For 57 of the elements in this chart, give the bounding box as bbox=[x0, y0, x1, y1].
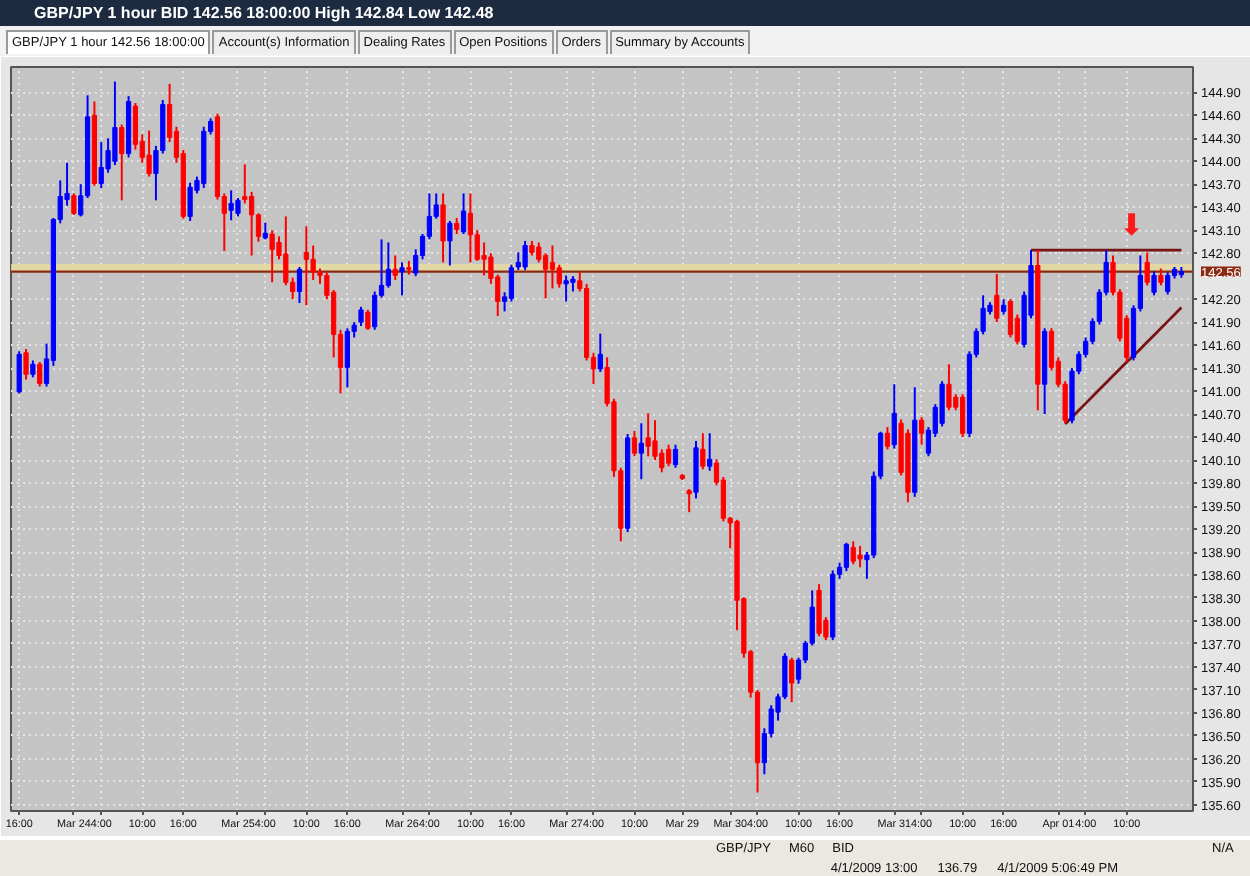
candlestick bbox=[686, 488, 692, 514]
candlestick bbox=[372, 290, 378, 331]
candlestick bbox=[269, 229, 275, 284]
candlestick bbox=[98, 141, 104, 190]
line-series bbox=[1063, 306, 1183, 426]
candlestick bbox=[235, 197, 241, 218]
chart-title: GBP/JPY 1 hour BID 142.56 18:00:00 High 142.84 Low 142.48 bbox=[34, 4, 494, 22]
candlestick bbox=[522, 239, 528, 272]
candlestick bbox=[344, 327, 350, 389]
candlestick bbox=[23, 347, 29, 381]
candlestick bbox=[303, 225, 309, 307]
annotation: ⬇ bbox=[1118, 207, 1145, 244]
candlestick bbox=[1144, 251, 1150, 287]
candlestick bbox=[467, 192, 474, 264]
candlestick bbox=[672, 443, 679, 469]
candlestick bbox=[481, 241, 487, 277]
candlestick bbox=[884, 426, 891, 451]
candlestick bbox=[857, 544, 863, 569]
candlestick bbox=[631, 429, 638, 458]
candlestick bbox=[112, 80, 118, 167]
candlestick bbox=[994, 272, 1000, 324]
candlestick bbox=[816, 583, 822, 638]
candlestick bbox=[843, 541, 850, 573]
candlestick bbox=[707, 432, 713, 472]
candlestick bbox=[556, 263, 562, 289]
candlestick bbox=[563, 274, 569, 303]
candlestick bbox=[700, 432, 706, 471]
candlestick bbox=[1007, 298, 1014, 339]
candlestick bbox=[789, 656, 795, 704]
candlestick bbox=[1151, 270, 1157, 297]
candlestick bbox=[891, 383, 897, 450]
candlestick bbox=[16, 350, 22, 395]
candlestick bbox=[440, 192, 446, 264]
candlestick bbox=[392, 254, 398, 282]
candlestick bbox=[918, 416, 925, 446]
candlestick bbox=[666, 443, 672, 468]
candlestick bbox=[460, 192, 467, 236]
candlestick bbox=[358, 305, 364, 327]
candlestick bbox=[296, 265, 303, 304]
candlestick bbox=[365, 308, 371, 331]
candlestick bbox=[228, 189, 234, 222]
candlestick bbox=[946, 363, 952, 412]
candlestick bbox=[71, 192, 77, 216]
candlestick bbox=[146, 129, 152, 178]
candlestick bbox=[37, 360, 43, 388]
candlestick bbox=[399, 261, 405, 297]
candlestick bbox=[119, 123, 125, 202]
candlestick bbox=[597, 332, 603, 373]
candlestick bbox=[549, 244, 556, 290]
candlestick bbox=[187, 181, 193, 223]
candlestick bbox=[693, 439, 699, 500]
candlestick bbox=[645, 412, 651, 458]
candlestick bbox=[447, 220, 453, 267]
candlestick bbox=[850, 540, 856, 566]
candlestick bbox=[960, 393, 966, 439]
candlestick bbox=[638, 422, 644, 481]
candlestick bbox=[1165, 271, 1171, 296]
